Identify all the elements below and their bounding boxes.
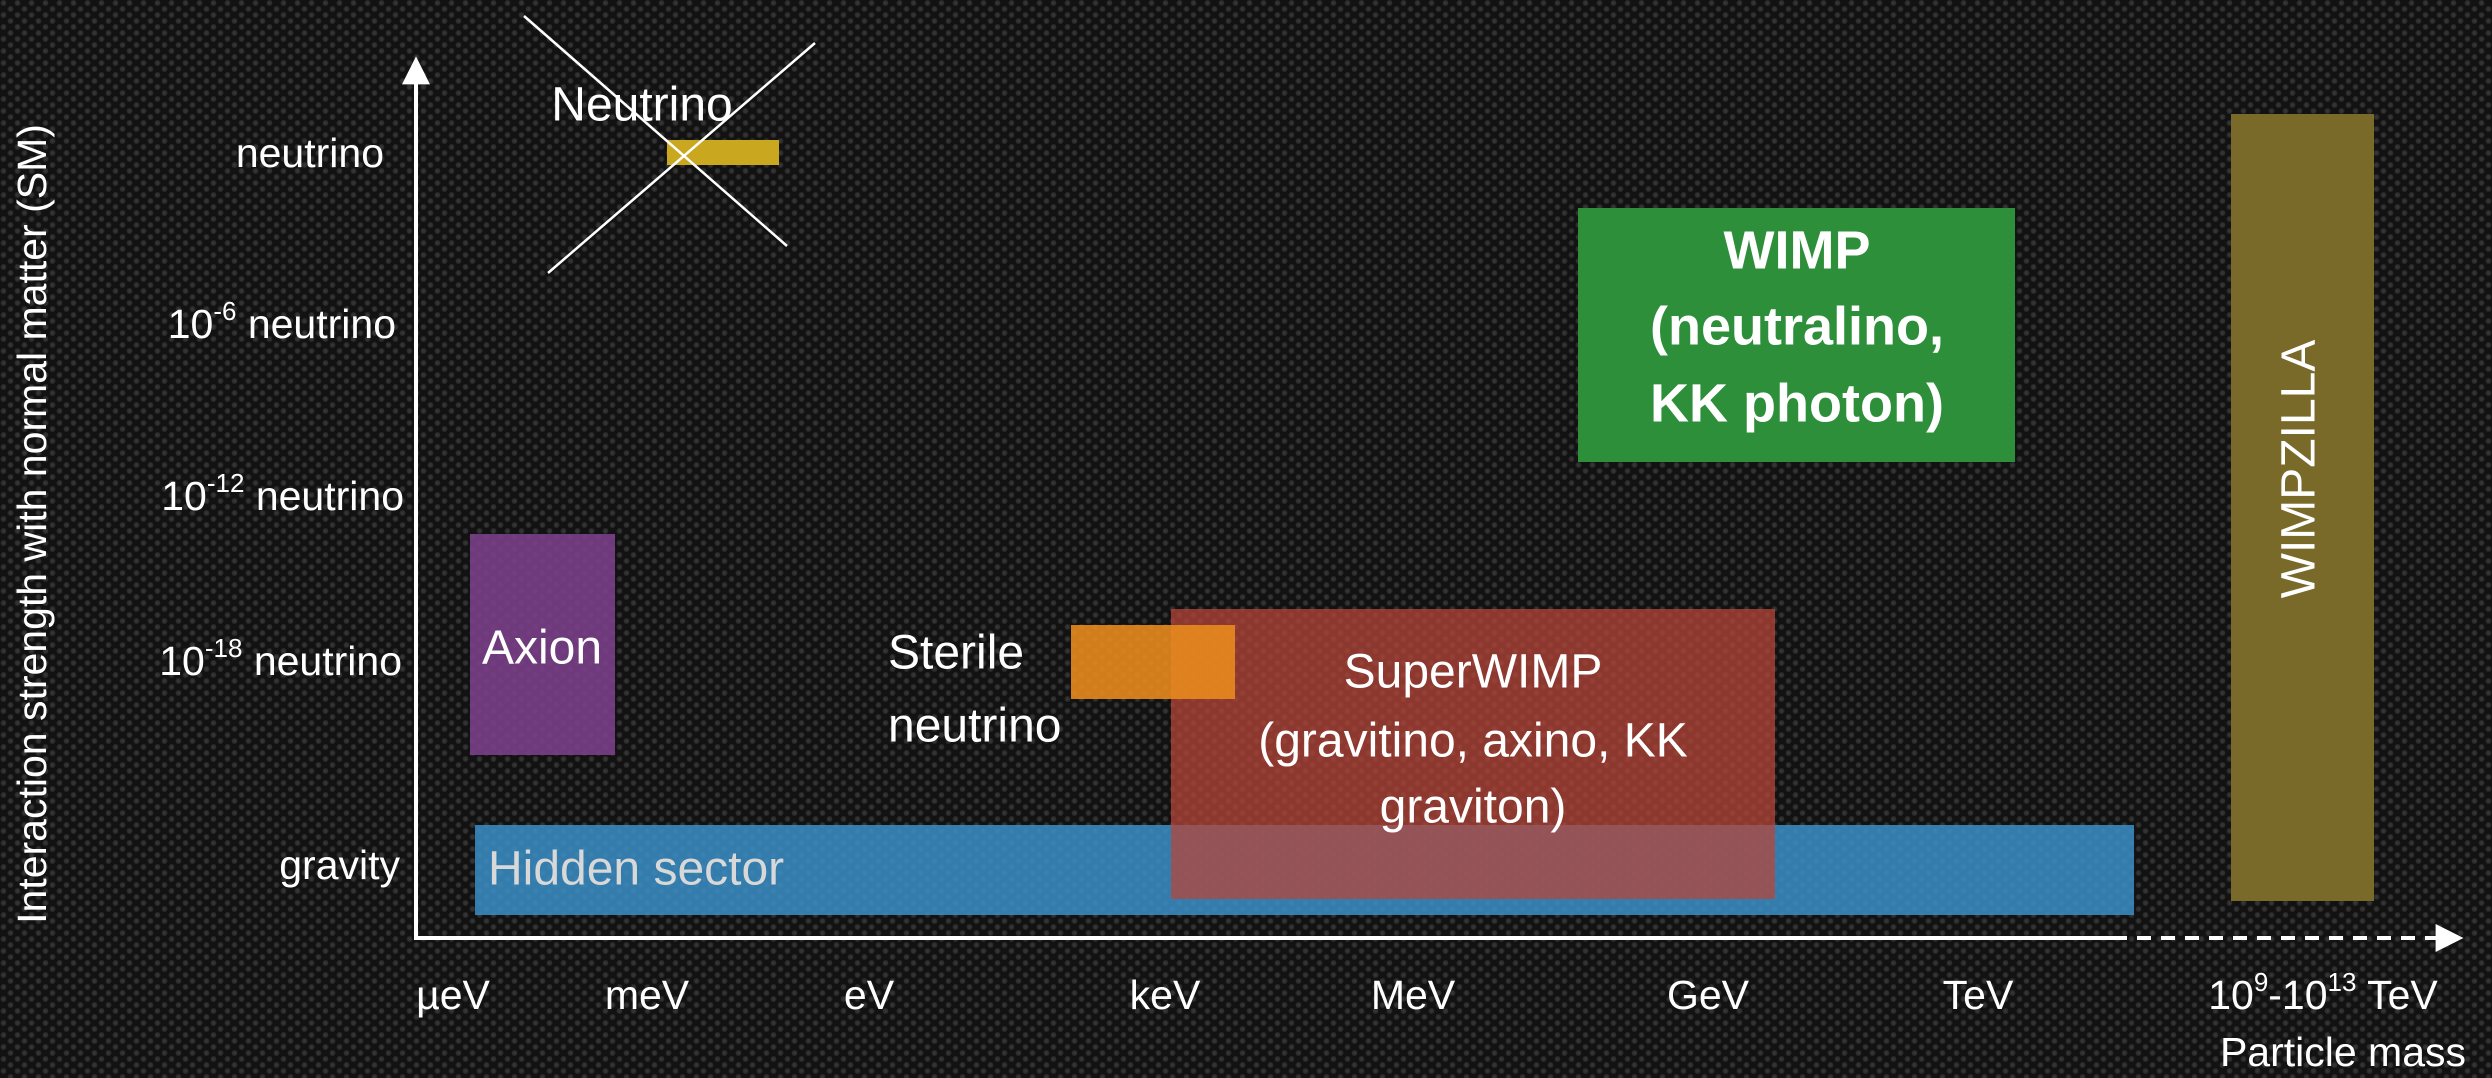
wimpzilla-label: WIMPZILLA — [2273, 340, 2326, 599]
axion-label: Axion — [482, 622, 602, 675]
sterile-label: Sterile — [888, 627, 1024, 680]
superwimp-label: (gravitino, axino, KK — [1258, 715, 1688, 768]
superwimp-region — [1171, 609, 1775, 899]
x-label: 109-1013 TeV — [2208, 967, 2438, 1018]
x-label: eV — [844, 972, 895, 1018]
superwimp-label: graviton) — [1380, 781, 1567, 834]
wimp-label: WIMP — [1724, 220, 1871, 280]
x-label: meV — [605, 972, 690, 1018]
sterile-label: neutrino — [888, 700, 1061, 753]
neutrino-region — [667, 140, 779, 165]
y-label: neutrino — [236, 130, 384, 176]
y-label: 10-6 neutrino — [168, 296, 396, 347]
hidden-sector-label: Hidden sector — [488, 843, 784, 896]
cross-line — [523, 15, 788, 247]
x-label: µeV — [416, 972, 490, 1018]
x-label: GeV — [1667, 972, 1750, 1018]
y-label: 10-18 neutrino — [159, 633, 402, 684]
y-label: 10-12 neutrino — [161, 468, 404, 519]
neutrino-label: Neutrino — [551, 79, 732, 132]
wimp-label: (neutralino, — [1650, 296, 1944, 356]
cross-line — [547, 42, 816, 274]
sterile-region — [1071, 625, 1235, 699]
axion-region — [470, 534, 615, 755]
x-label: keV — [1130, 972, 1201, 1018]
superwimp-label: SuperWIMP — [1344, 646, 1603, 699]
wimp-label: KK photon) — [1650, 373, 1944, 433]
wimpzilla-region — [2231, 114, 2374, 901]
wimp-region — [1578, 208, 2015, 462]
y-label: gravity — [279, 842, 400, 888]
x-axis-title: Particle mass — [2220, 1029, 2466, 1075]
y-axis-title: Interaction strength with normal matter … — [9, 124, 55, 924]
x-label: TeV — [1943, 972, 2014, 1018]
x-label: MeV — [1371, 972, 1456, 1018]
